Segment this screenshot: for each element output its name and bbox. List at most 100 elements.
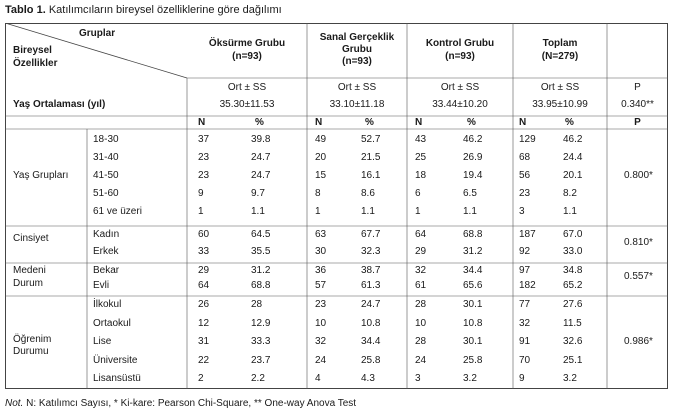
cell-pct-group1: 64.5 bbox=[251, 229, 271, 240]
section-p-age-groups: 0.800* bbox=[624, 170, 653, 181]
cell-pct-total: 3.2 bbox=[563, 373, 577, 384]
footnote-text: N: Katılımcı Sayısı, * Ki-kare: Pearson … bbox=[26, 398, 357, 409]
header-gruplar: Gruplar bbox=[79, 28, 116, 39]
cell-n-group2: 4 bbox=[315, 373, 321, 384]
table-caption: Tablo 1. Katılımcıların bireysel özellik… bbox=[5, 4, 282, 16]
sub-n-group3: N bbox=[415, 117, 423, 128]
row-category: Lisansüstü bbox=[93, 373, 141, 384]
sub-pct-group2: % bbox=[365, 117, 374, 128]
cell-pct-group3: 6.5 bbox=[463, 188, 477, 199]
cell-n-group3: 32 bbox=[415, 265, 427, 276]
header-bireysel: Bireysel bbox=[13, 45, 52, 56]
footnote-label: Not. bbox=[5, 398, 24, 409]
section-label-marital-line2: Durum bbox=[13, 278, 44, 289]
row-category: 51-60 bbox=[93, 188, 119, 199]
group3-n: (n=93) bbox=[445, 51, 475, 62]
cell-n-total: 187 bbox=[519, 229, 536, 240]
cell-n-group1: 1 bbox=[198, 206, 204, 217]
cell-pct-group2: 1.1 bbox=[361, 206, 375, 217]
cell-pct-total: 33.0 bbox=[563, 246, 583, 257]
cell-pct-group1: 12.9 bbox=[251, 318, 271, 329]
cell-n-group3: 64 bbox=[415, 229, 427, 240]
cell-n-group3: 24 bbox=[415, 355, 427, 366]
sub-p: P bbox=[634, 117, 641, 128]
cell-pct-group1: 39.8 bbox=[251, 134, 271, 145]
cell-pct-group2: 25.8 bbox=[361, 355, 381, 366]
cell-n-group2: 8 bbox=[315, 188, 321, 199]
cell-n-total: 129 bbox=[519, 134, 536, 145]
age-mean-label: Yaş Ortalaması (yıl) bbox=[13, 99, 106, 110]
cell-n-group1: 60 bbox=[198, 229, 210, 240]
table-footnote: Not. N: Katılımcı Sayısı, * Ki-kare: Pea… bbox=[5, 398, 356, 409]
row-category: Lise bbox=[93, 336, 112, 347]
cell-pct-group1: 31.2 bbox=[251, 265, 271, 276]
cell-n-group3: 10 bbox=[415, 318, 427, 329]
age-mean-group3: 33.44±10.20 bbox=[432, 99, 488, 110]
cell-n-group2: 24 bbox=[315, 355, 327, 366]
cell-n-group1: 23 bbox=[198, 152, 210, 163]
cell-pct-group1: 1.1 bbox=[251, 206, 265, 217]
cell-pct-group3: 46.2 bbox=[463, 134, 483, 145]
row-category: 41-50 bbox=[93, 170, 119, 181]
cell-n-group3: 3 bbox=[415, 373, 421, 384]
age-mean-group1: 35.30±11.53 bbox=[219, 99, 275, 110]
cell-n-group2: 10 bbox=[315, 318, 327, 329]
cell-n-group3: 28 bbox=[415, 336, 427, 347]
cell-pct-group2: 52.7 bbox=[361, 134, 381, 145]
section-p-gender: 0.810* bbox=[624, 237, 653, 248]
cell-pct-total: 20.1 bbox=[563, 170, 583, 181]
cell-pct-group1: 2.2 bbox=[251, 373, 265, 384]
group1-n: (n=93) bbox=[232, 51, 262, 62]
cell-pct-group2: 24.7 bbox=[361, 299, 381, 310]
cell-n-group1: 37 bbox=[198, 134, 210, 145]
cell-n-group1: 26 bbox=[198, 299, 210, 310]
cell-n-group3: 1 bbox=[415, 206, 421, 217]
cell-n-group2: 63 bbox=[315, 229, 327, 240]
cell-pct-group2: 67.7 bbox=[361, 229, 381, 240]
cell-n-total: 56 bbox=[519, 170, 531, 181]
group1-name: Öksürme Grubu bbox=[208, 38, 286, 49]
caption-label: Tablo 1. bbox=[5, 4, 46, 16]
age-mean-group2: 33.10±11.18 bbox=[329, 99, 385, 110]
cell-n-group1: 33 bbox=[198, 246, 210, 257]
total-n: (N=279) bbox=[541, 51, 579, 62]
cell-pct-group1: 68.8 bbox=[251, 280, 271, 291]
row-category: Kadın bbox=[93, 229, 120, 240]
cell-n-group2: 49 bbox=[315, 134, 327, 145]
characteristics-table: Gruplar Bireysel Özellikler Öksürme Grub… bbox=[5, 23, 669, 390]
row-category: Üniversite bbox=[93, 355, 138, 366]
cell-n-total: 91 bbox=[519, 336, 531, 347]
sub-pct-group3: % bbox=[467, 117, 476, 128]
cell-n-group3: 29 bbox=[415, 246, 427, 257]
cell-n-group2: 32 bbox=[315, 336, 327, 347]
sub-n-group2: N bbox=[315, 117, 323, 128]
cell-n-total: 68 bbox=[519, 152, 531, 163]
cell-pct-group2: 10.8 bbox=[361, 318, 381, 329]
group2-n: (n=93) bbox=[342, 56, 372, 67]
cell-pct-total: 8.2 bbox=[563, 188, 577, 199]
cell-pct-total: 1.1 bbox=[563, 206, 577, 217]
cell-pct-group1: 9.7 bbox=[251, 188, 265, 199]
cell-pct-group1: 24.7 bbox=[251, 152, 271, 163]
cell-pct-group3: 30.1 bbox=[463, 336, 483, 347]
cell-n-group2: 23 bbox=[315, 299, 327, 310]
row-category: Bekar bbox=[93, 265, 120, 276]
cell-pct-group3: 25.8 bbox=[463, 355, 483, 366]
row-category: İlkokul bbox=[93, 299, 122, 310]
cell-n-group2: 36 bbox=[315, 265, 327, 276]
cell-n-total: 97 bbox=[519, 265, 531, 276]
sub-n-total: N bbox=[519, 117, 527, 128]
cell-n-total: 9 bbox=[519, 373, 525, 384]
cell-pct-group1: 28 bbox=[251, 299, 263, 310]
section-label-education-line2: Durumu bbox=[13, 346, 49, 357]
cell-pct-group1: 23.7 bbox=[251, 355, 271, 366]
cell-pct-group2: 16.1 bbox=[361, 170, 381, 181]
cell-pct-group2: 38.7 bbox=[361, 265, 381, 276]
cell-n-group3: 6 bbox=[415, 188, 421, 199]
cell-pct-group1: 35.5 bbox=[251, 246, 271, 257]
cell-pct-total: 24.4 bbox=[563, 152, 583, 163]
section-p-marital: 0.557* bbox=[624, 271, 653, 282]
header-ozellikler: Özellikler bbox=[13, 58, 58, 69]
section-label-age-groups: Yaş Grupları bbox=[13, 170, 69, 181]
cell-pct-group2: 8.6 bbox=[361, 188, 375, 199]
